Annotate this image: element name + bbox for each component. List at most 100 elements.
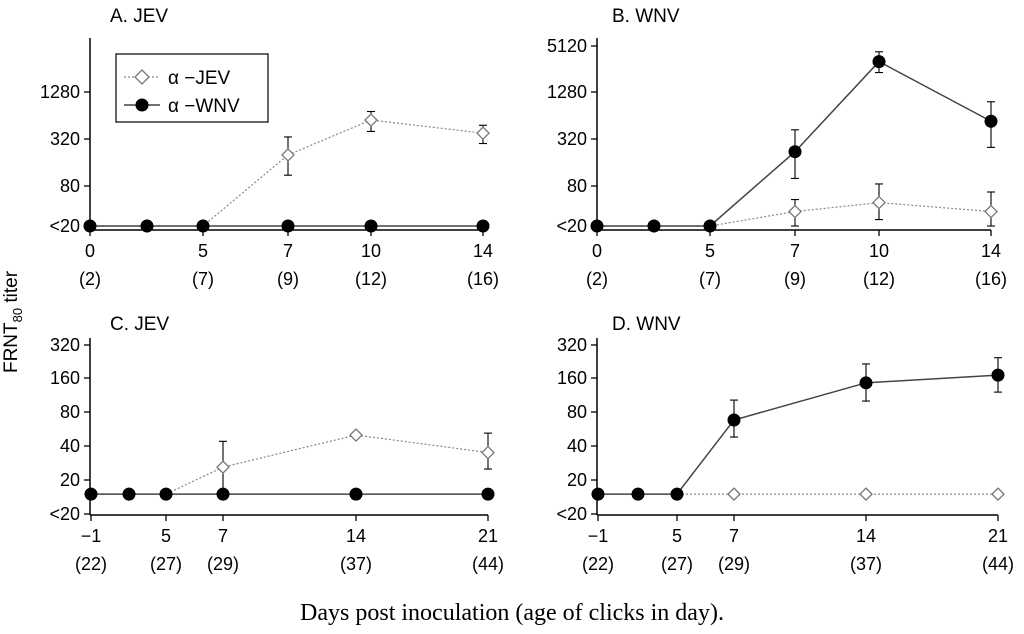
y-tick-label: 80: [60, 402, 80, 422]
x-axis-label: Days post inoculation (age of clicks in …: [300, 600, 724, 626]
age-label: (27): [150, 554, 182, 574]
point-wnv: [727, 413, 741, 427]
series-line-wnv: [598, 374, 999, 495]
age-label: (7): [192, 269, 214, 289]
age-label: (7): [699, 269, 721, 289]
x-tick-label: 21: [988, 526, 1008, 546]
age-label: (29): [207, 554, 239, 574]
point-wnv: [140, 219, 154, 233]
age-label: (9): [277, 269, 299, 289]
y-tick-label: <20: [49, 504, 80, 524]
point-jev: [349, 428, 363, 442]
legend-marker-wnv: [135, 98, 149, 112]
point-wnv: [591, 487, 605, 501]
y-tick-label: 320: [50, 129, 80, 149]
age-label: (2): [586, 269, 608, 289]
x-tick-label: 7: [729, 526, 739, 546]
age-label: (27): [661, 554, 693, 574]
point-wnv: [83, 219, 97, 233]
y-tick-label: <20: [556, 504, 587, 524]
point-wnv: [122, 487, 136, 501]
point-jev: [216, 460, 230, 475]
point-jev: [364, 113, 378, 127]
age-label: (22): [75, 554, 107, 574]
x-tick-label: 5: [705, 241, 715, 261]
panel-title: B. WNV: [612, 6, 680, 27]
y-tick-label: 320: [50, 335, 80, 355]
y-tick-label: 320: [557, 335, 587, 355]
point-jev: [788, 204, 802, 219]
point-wnv: [631, 487, 645, 501]
legend-label-wnv: α −WNV: [168, 96, 240, 117]
age-label: (9): [784, 269, 806, 289]
point-wnv: [647, 219, 661, 233]
age-label: (37): [340, 554, 372, 574]
x-tick-label: 0: [592, 241, 602, 261]
y-tick-label: 80: [60, 176, 80, 196]
y-tick-label: 160: [557, 368, 587, 388]
point-jev: [991, 487, 1005, 502]
point-wnv: [281, 219, 295, 233]
x-tick-label: 0: [85, 241, 95, 261]
point-jev: [872, 195, 886, 210]
point-jev: [481, 445, 495, 460]
x-tick-label: 14: [856, 526, 876, 546]
y-tick-label: 40: [567, 436, 587, 456]
y-tick-label: 1280: [40, 82, 80, 102]
x-tick-label: 5: [161, 526, 171, 546]
y-axis-label: FRNT80 titer: [1, 270, 25, 373]
point-wnv: [991, 368, 1005, 382]
x-tick-label: 14: [981, 241, 1001, 261]
panel-title: C. JEV: [110, 314, 169, 335]
series-line-jev: [597, 201, 992, 227]
y-tick-label: 20: [60, 470, 80, 490]
y-tick-label: 40: [60, 436, 80, 456]
y-tick-label: 160: [50, 368, 80, 388]
series-line-wnv: [597, 60, 992, 227]
y-tick-label: 80: [567, 402, 587, 422]
age-label: (22): [582, 554, 614, 574]
point-wnv: [364, 219, 378, 233]
age-label: (12): [355, 269, 387, 289]
point-wnv: [476, 219, 490, 233]
series-line-jev: [91, 434, 489, 495]
point-wnv: [703, 219, 717, 233]
x-tick-label: 10: [869, 241, 889, 261]
panel-b-wnv: B. WNV <20 80 320 1280 5120 0 (2) 5 (7) 7 (9) 10 (12)…: [547, 6, 1007, 289]
x-tick-label: −1: [81, 526, 102, 546]
point-wnv: [349, 487, 363, 501]
x-tick-label: 14: [473, 241, 493, 261]
y-axis-label-sub: 80: [10, 308, 25, 322]
x-tick-label: 7: [790, 241, 800, 261]
y-tick-label: 320: [557, 129, 587, 149]
point-wnv: [788, 145, 802, 159]
age-label: (29): [718, 554, 750, 574]
y-tick-label: <20: [49, 216, 80, 236]
point-wnv: [984, 114, 998, 128]
x-tick-label: 10: [361, 241, 381, 261]
y-tick-label: 5120: [547, 36, 587, 56]
point-jev: [727, 487, 741, 502]
y-tick-label: <20: [556, 216, 587, 236]
x-tick-label: −1: [588, 526, 609, 546]
panel-a-jev: A. JEV <20 80 320 1280 0 (2) 5 (7) 7 (9) 10 (12) 14 (1…: [40, 6, 499, 289]
point-wnv: [216, 487, 230, 501]
legend-marker-jev: [134, 69, 150, 85]
panel-d-wnv: D. WNV <20 20 40 80 160 320 −1 (22) 5 (27) 7 (29) 14 (…: [556, 314, 1014, 574]
age-label: (37): [850, 554, 882, 574]
x-tick-label: 14: [346, 526, 366, 546]
point-wnv: [872, 55, 886, 69]
point-jev: [476, 126, 490, 141]
point-wnv: [590, 219, 604, 233]
y-axis-label-main: FRNT: [1, 322, 22, 373]
x-tick-label: 21: [478, 526, 498, 546]
age-label: (12): [863, 269, 895, 289]
legend-label-jev: α −JEV: [168, 68, 231, 89]
point-wnv: [159, 487, 173, 501]
x-tick-label: 5: [198, 241, 208, 261]
age-label: (44): [982, 554, 1014, 574]
point-jev: [984, 204, 998, 219]
x-tick-label: 7: [218, 526, 228, 546]
panel-c-jev: C. JEV <20 20 40 80 160 320 −1 (22) 5 (27) 7 (29) 14 (…: [49, 314, 504, 574]
